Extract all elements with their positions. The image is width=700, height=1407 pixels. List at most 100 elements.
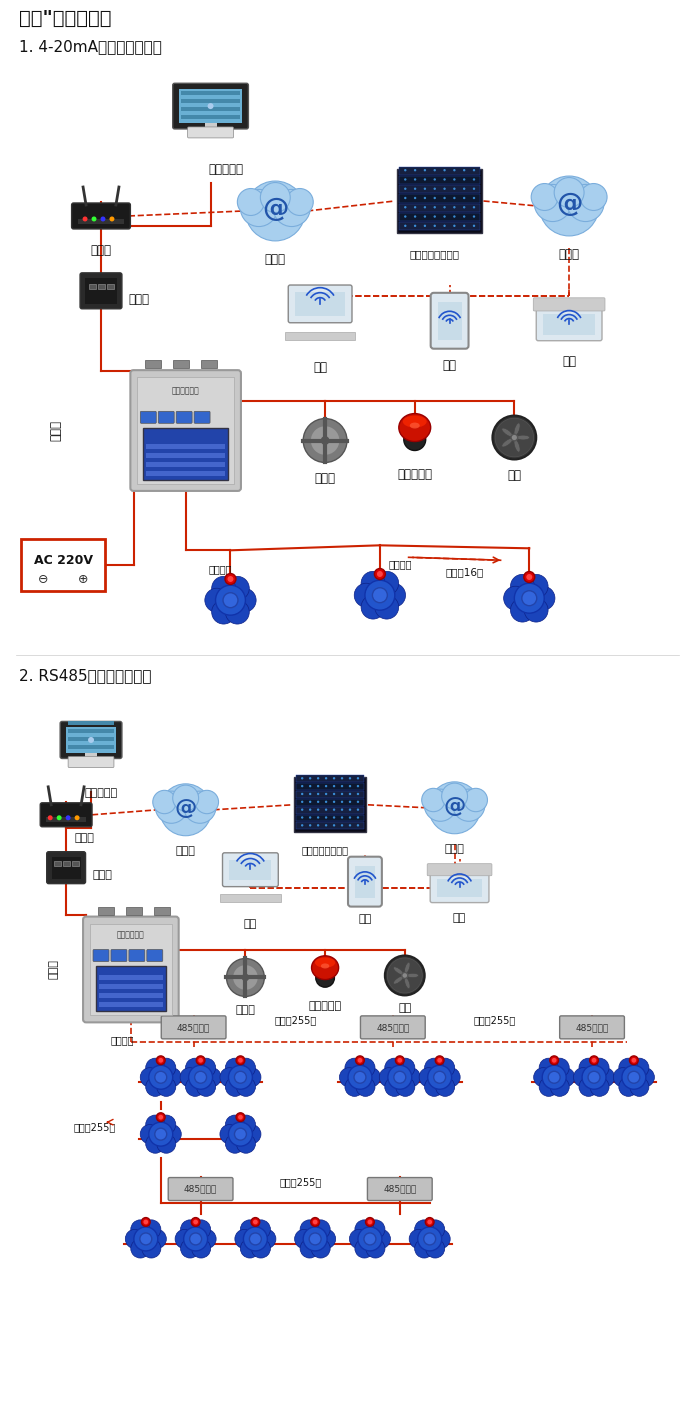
Circle shape [404,429,426,450]
Bar [144,428,228,480]
Bar [190,1240,201,1251]
Circle shape [251,1240,270,1258]
Circle shape [453,187,456,190]
Circle shape [630,1058,649,1078]
Bar [235,1078,246,1089]
FancyBboxPatch shape [536,308,602,340]
Text: 485中继器: 485中继器 [575,1023,609,1031]
Circle shape [237,189,264,215]
FancyBboxPatch shape [560,1016,624,1038]
Circle shape [473,205,475,208]
Circle shape [341,825,343,826]
FancyBboxPatch shape [161,1016,226,1038]
Circle shape [158,1058,163,1062]
Circle shape [208,103,213,110]
Circle shape [325,801,328,803]
Bar [399,186,480,193]
Bar [68,729,114,733]
Circle shape [240,1220,260,1240]
Circle shape [588,1071,600,1083]
Circle shape [198,1058,203,1062]
Circle shape [366,1240,385,1258]
Bar [296,823,364,829]
Bar [550,1078,559,1089]
Text: AC 220V: AC 220V [34,554,92,567]
Circle shape [463,215,466,218]
Bar [96,967,166,1012]
Circle shape [453,215,456,218]
Circle shape [473,169,475,172]
Bar [126,906,142,915]
Bar [68,720,114,725]
Circle shape [140,1124,160,1144]
Circle shape [341,801,343,803]
Bar [224,601,237,615]
Circle shape [181,1220,199,1240]
Bar [85,750,97,757]
Circle shape [533,1068,553,1086]
Text: 电脑: 电脑 [313,360,327,374]
Ellipse shape [405,978,410,989]
Circle shape [552,1058,556,1062]
FancyBboxPatch shape [176,411,192,424]
Text: 信号输出: 信号输出 [111,1036,134,1045]
Bar [296,799,364,806]
Circle shape [162,1068,181,1086]
Bar [99,993,162,999]
Circle shape [333,816,335,819]
Circle shape [524,571,535,582]
Circle shape [524,598,548,622]
Circle shape [442,784,468,809]
Circle shape [510,598,534,622]
Text: 电磁阀: 电磁阀 [314,473,335,485]
Text: 电磁阀: 电磁阀 [235,1006,256,1016]
Circle shape [361,571,385,595]
Circle shape [492,415,536,460]
Circle shape [358,1227,382,1251]
Circle shape [414,1240,434,1258]
Circle shape [349,777,351,779]
Text: 通讯线: 通讯线 [48,960,58,979]
Circle shape [463,225,466,227]
Circle shape [534,184,571,221]
Bar [146,445,225,449]
Circle shape [146,1134,164,1154]
Circle shape [149,1065,173,1089]
Circle shape [313,1220,318,1224]
Bar [181,115,240,120]
Bar [398,169,482,234]
Circle shape [453,197,456,200]
Circle shape [364,1233,376,1245]
Bar [141,1240,150,1251]
Circle shape [155,791,188,823]
Circle shape [216,585,246,615]
FancyBboxPatch shape [130,370,241,491]
Circle shape [197,1078,216,1096]
Ellipse shape [393,976,403,983]
Circle shape [503,587,528,611]
Bar [173,360,189,369]
Ellipse shape [514,424,520,436]
Bar [589,1078,599,1089]
Text: 风机: 风机 [398,1003,412,1013]
Circle shape [395,1058,415,1078]
Circle shape [300,1220,319,1240]
Bar [78,219,125,224]
Circle shape [374,568,386,580]
Circle shape [193,1220,198,1224]
Circle shape [425,1078,444,1096]
Circle shape [424,205,426,208]
Bar [137,377,234,484]
Circle shape [424,169,426,172]
Circle shape [316,1230,336,1248]
Circle shape [241,974,249,981]
Circle shape [453,789,485,822]
Circle shape [75,815,80,820]
Circle shape [354,1071,366,1083]
Circle shape [333,785,335,788]
Circle shape [88,737,94,743]
Circle shape [197,1058,216,1078]
Circle shape [140,1233,152,1245]
Bar [99,1002,162,1007]
Circle shape [443,225,446,227]
